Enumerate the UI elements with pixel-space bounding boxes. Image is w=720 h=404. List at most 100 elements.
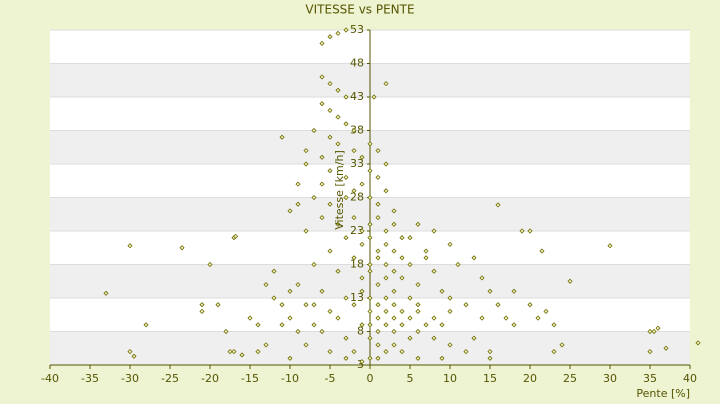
point	[359, 181, 365, 187]
point	[439, 355, 445, 361]
point	[319, 181, 325, 187]
point	[303, 148, 309, 154]
point	[399, 349, 405, 355]
point	[199, 308, 205, 314]
point	[375, 342, 381, 348]
point	[383, 275, 389, 281]
point	[375, 174, 381, 180]
chart-title: VITESSE vs PENTE	[305, 3, 414, 17]
point	[351, 255, 357, 261]
point	[351, 302, 357, 308]
point	[383, 295, 389, 301]
point	[335, 315, 341, 321]
point	[367, 355, 373, 361]
point	[391, 221, 397, 227]
point	[311, 302, 317, 308]
point	[367, 194, 373, 201]
point	[311, 127, 317, 134]
point	[335, 87, 341, 93]
x-tick-label: 35	[643, 372, 657, 385]
point	[367, 335, 373, 341]
point	[647, 328, 653, 335]
point	[447, 241, 453, 247]
point	[287, 208, 293, 214]
point	[343, 174, 349, 180]
point	[415, 221, 421, 227]
x-tick-label: -40	[41, 372, 59, 385]
point	[327, 349, 333, 355]
point	[479, 315, 485, 321]
point	[375, 315, 381, 321]
point	[447, 342, 453, 348]
point	[375, 255, 381, 261]
point	[383, 349, 389, 355]
point	[551, 349, 557, 355]
point	[303, 228, 309, 234]
point	[359, 322, 365, 328]
point	[233, 233, 239, 239]
point	[319, 101, 325, 107]
point	[215, 302, 221, 308]
point	[391, 208, 397, 214]
point	[407, 335, 413, 341]
point	[279, 134, 285, 140]
point	[303, 302, 309, 308]
point	[271, 295, 277, 301]
y-tick-label: 53	[350, 23, 364, 36]
point	[367, 141, 373, 147]
point	[295, 282, 301, 288]
point	[207, 261, 213, 268]
x-tick-label: -20	[201, 372, 219, 385]
point	[423, 255, 429, 261]
point	[391, 315, 397, 321]
point	[319, 74, 325, 80]
point	[407, 295, 413, 301]
point	[551, 322, 557, 328]
point	[319, 40, 325, 46]
point	[439, 322, 445, 328]
x-tick-label: -35	[81, 372, 99, 385]
point	[343, 355, 349, 361]
point	[263, 342, 269, 348]
x-tick-label: 30	[603, 372, 617, 385]
point	[255, 349, 261, 355]
point	[359, 288, 365, 294]
point	[319, 215, 325, 221]
point	[327, 134, 333, 140]
point	[399, 322, 405, 328]
point	[383, 81, 389, 87]
point	[327, 308, 333, 314]
point	[227, 349, 233, 355]
point	[343, 335, 349, 341]
point	[527, 302, 533, 308]
point	[287, 315, 293, 321]
point	[103, 290, 109, 296]
point	[415, 302, 421, 308]
point	[231, 349, 237, 355]
point	[663, 345, 669, 351]
point	[695, 340, 701, 346]
point	[279, 322, 285, 328]
point	[295, 328, 301, 335]
y-tick-label: 48	[350, 57, 364, 70]
point	[431, 315, 437, 321]
point	[463, 349, 469, 355]
y-tick-label: 28	[350, 191, 364, 204]
point	[343, 27, 349, 33]
point	[179, 245, 185, 251]
point	[463, 302, 469, 308]
point	[407, 235, 413, 241]
point	[223, 328, 229, 335]
point	[359, 241, 365, 247]
point	[375, 282, 381, 288]
point	[391, 268, 397, 274]
y-tick-label: 23	[350, 224, 364, 237]
point	[535, 315, 541, 321]
point	[487, 355, 493, 361]
point	[383, 241, 389, 247]
point	[351, 215, 357, 221]
point	[367, 261, 373, 268]
point	[327, 168, 333, 174]
point	[527, 228, 533, 234]
point	[399, 255, 405, 261]
